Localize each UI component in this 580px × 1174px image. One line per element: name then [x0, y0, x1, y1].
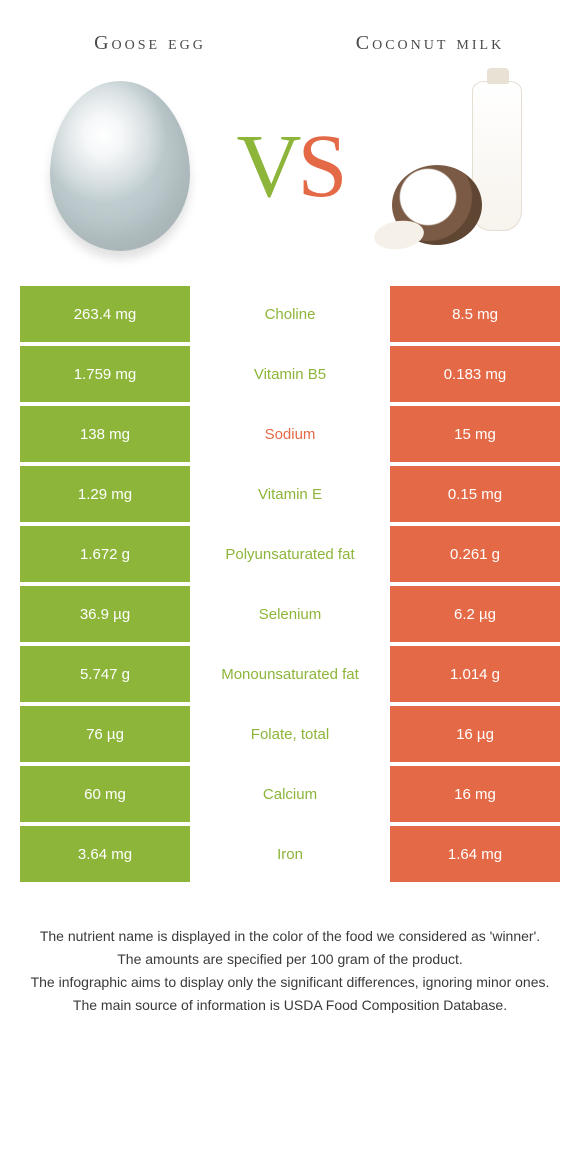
left-food-image [30, 76, 210, 256]
left-value-cell: 1.29 mg [20, 466, 190, 522]
table-row: 1.759 mgVitamin B50.183 mg [20, 346, 560, 402]
vs-v-letter: V [236, 117, 297, 216]
left-value-cell: 138 mg [20, 406, 190, 462]
footer-notes: The nutrient name is displayed in the co… [0, 886, 580, 1016]
nutrient-label: Sodium [190, 406, 390, 462]
footer-line: The infographic aims to display only the… [30, 972, 550, 993]
coconut-milk-icon [380, 81, 540, 251]
nutrient-label: Selenium [190, 586, 390, 642]
right-value-cell: 0.261 g [390, 526, 560, 582]
vs-label: VS [236, 115, 343, 218]
left-value-cell: 60 mg [20, 766, 190, 822]
images-row: VS [0, 66, 580, 286]
right-value-cell: 6.2 µg [390, 586, 560, 642]
nutrient-label: Vitamin E [190, 466, 390, 522]
right-food-title: Coconut milk [320, 30, 540, 56]
table-row: 36.9 µgSelenium6.2 µg [20, 586, 560, 642]
comparison-table: 263.4 mgCholine8.5 mg1.759 mgVitamin B50… [0, 286, 580, 882]
table-row: 138 mgSodium15 mg [20, 406, 560, 462]
footer-line: The main source of information is USDA F… [30, 995, 550, 1016]
right-value-cell: 0.15 mg [390, 466, 560, 522]
left-value-cell: 5.747 g [20, 646, 190, 702]
right-value-cell: 16 µg [390, 706, 560, 762]
right-value-cell: 8.5 mg [390, 286, 560, 342]
right-value-cell: 1.014 g [390, 646, 560, 702]
table-row: 5.747 gMonounsaturated fat1.014 g [20, 646, 560, 702]
header: Goose egg Coconut milk [0, 0, 580, 66]
right-value-cell: 15 mg [390, 406, 560, 462]
footer-line: The nutrient name is displayed in the co… [30, 926, 550, 947]
nutrient-label: Monounsaturated fat [190, 646, 390, 702]
left-value-cell: 1.759 mg [20, 346, 190, 402]
table-row: 263.4 mgCholine8.5 mg [20, 286, 560, 342]
table-row: 1.672 gPolyunsaturated fat0.261 g [20, 526, 560, 582]
table-row: 76 µgFolate, total16 µg [20, 706, 560, 762]
footer-line: The amounts are specified per 100 gram o… [30, 949, 550, 970]
goose-egg-icon [50, 81, 190, 251]
table-row: 1.29 mgVitamin E0.15 mg [20, 466, 560, 522]
right-value-cell: 16 mg [390, 766, 560, 822]
left-value-cell: 3.64 mg [20, 826, 190, 882]
nutrient-label: Polyunsaturated fat [190, 526, 390, 582]
right-value-cell: 0.183 mg [390, 346, 560, 402]
left-value-cell: 263.4 mg [20, 286, 190, 342]
nutrient-label: Calcium [190, 766, 390, 822]
left-value-cell: 76 µg [20, 706, 190, 762]
right-value-cell: 1.64 mg [390, 826, 560, 882]
nutrient-label: Iron [190, 826, 390, 882]
table-row: 60 mgCalcium16 mg [20, 766, 560, 822]
left-value-cell: 1.672 g [20, 526, 190, 582]
left-value-cell: 36.9 µg [20, 586, 190, 642]
vs-s-letter: S [297, 117, 343, 216]
nutrient-label: Folate, total [190, 706, 390, 762]
right-food-image [370, 76, 550, 256]
nutrient-label: Vitamin B5 [190, 346, 390, 402]
left-food-title: Goose egg [40, 30, 260, 56]
nutrient-label: Choline [190, 286, 390, 342]
table-row: 3.64 mgIron1.64 mg [20, 826, 560, 882]
